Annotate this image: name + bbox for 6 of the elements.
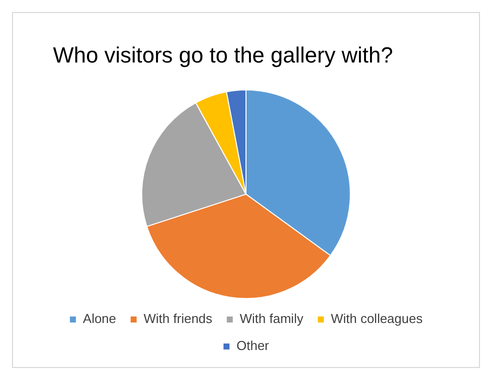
legend-label: With colleagues (330, 311, 424, 326)
legend-label: With friends (144, 311, 213, 326)
legend-label: Alone (82, 311, 116, 326)
chart-title: Who visitors go to the gallery with? (53, 42, 393, 68)
legend-label: Other (236, 338, 270, 354)
legend-label: With family (240, 311, 304, 326)
